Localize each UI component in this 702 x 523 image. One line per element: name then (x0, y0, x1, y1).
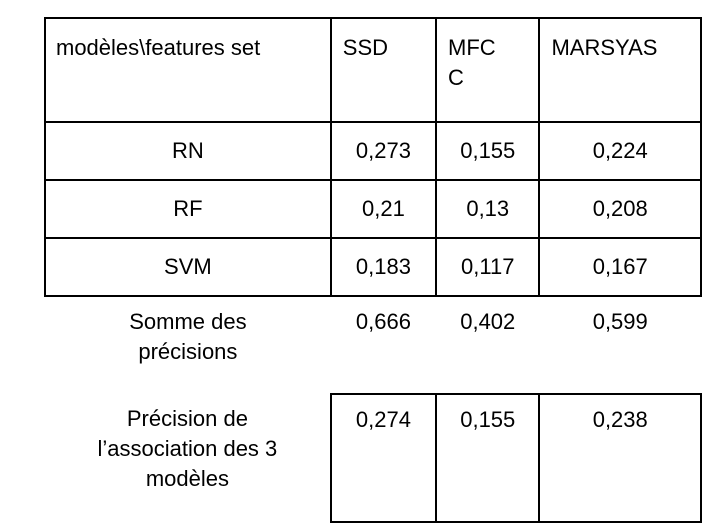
row-value: 0,13 (435, 179, 541, 239)
header-col-label: MFC C (448, 35, 496, 90)
row-label: RF (44, 179, 332, 239)
header-col-marsyas: MARSYAS (538, 17, 702, 123)
header-col-ssd: SSD (329, 17, 438, 123)
row-value: 0,224 (538, 121, 702, 181)
sum-value: 0,402 (460, 309, 516, 334)
association-value: 0,274 (329, 393, 438, 523)
sum-value: 0,599 (592, 309, 648, 334)
row-value: 0,273 (329, 121, 438, 181)
table-row-rn: RN 0,273 0,155 0,224 (44, 121, 702, 181)
table-header-row: modèles\features set SSD MFC C MARSYAS (44, 17, 702, 123)
table-row-rf: RF 0,21 0,13 0,208 (44, 179, 702, 239)
header-col-mfcc: MFC C (435, 17, 541, 123)
header-col-label: MARSYAS (551, 35, 658, 60)
row-value: 0,183 (329, 237, 438, 297)
results-table: modèles\features set SSD MFC C MARSYAS R… (44, 17, 702, 523)
row-value: 0,21 (329, 179, 438, 239)
association-label: Précision de l’association des 3 modèles (97, 406, 278, 491)
sum-value: 0,666 (355, 309, 411, 334)
header-col-label: SSD (342, 35, 389, 60)
association-value: 0,238 (538, 393, 702, 523)
table-row-svm: SVM 0,183 0,117 0,167 (44, 237, 702, 297)
row-value: 0,155 (435, 121, 541, 181)
sum-label: Somme des précisions (129, 309, 247, 364)
row-label: SVM (44, 237, 332, 297)
table-row-association: Précision de l’association des 3 modèles… (45, 393, 702, 523)
row-value: 0,167 (538, 237, 702, 297)
header-label: modèles\features set (56, 35, 261, 60)
row-value: 0,208 (538, 179, 702, 239)
row-value: 0,117 (435, 237, 541, 297)
row-label: RN (44, 121, 332, 181)
header-label-cell: modèles\features set (44, 17, 332, 123)
table-row-sum: Somme des précisions 0,666 0,402 0,599 (45, 296, 701, 394)
association-value: 0,155 (435, 393, 541, 523)
